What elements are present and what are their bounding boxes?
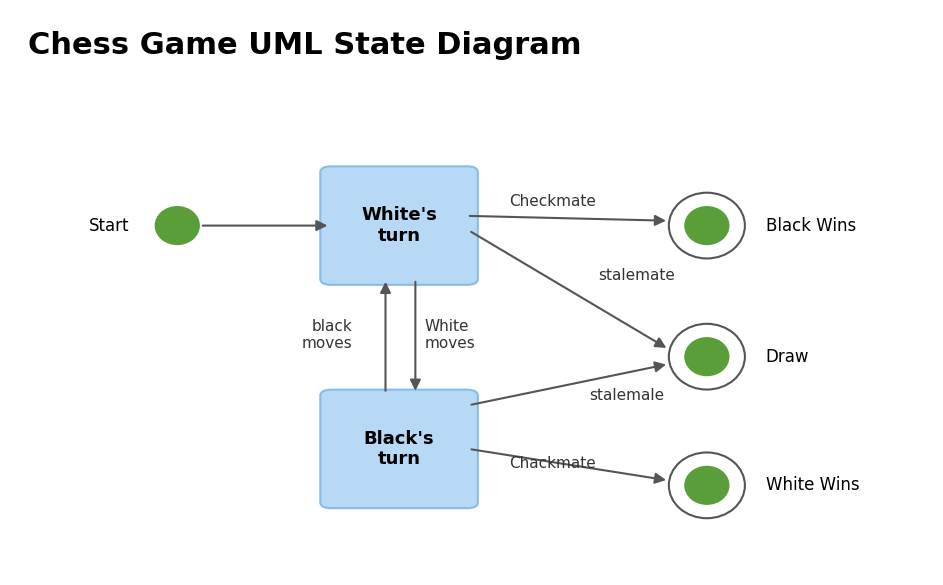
Text: White Wins: White Wins	[766, 476, 859, 494]
Text: black
moves: black moves	[301, 319, 352, 351]
Ellipse shape	[685, 206, 730, 245]
FancyBboxPatch shape	[321, 390, 478, 508]
Text: Checkmate: Checkmate	[509, 194, 596, 209]
Text: White
moves: White moves	[424, 319, 475, 351]
Text: Chess Game UML State Diagram: Chess Game UML State Diagram	[28, 32, 582, 60]
Ellipse shape	[669, 192, 745, 259]
Ellipse shape	[155, 206, 200, 245]
Ellipse shape	[685, 466, 730, 505]
Text: stalemale: stalemale	[589, 388, 664, 403]
FancyBboxPatch shape	[321, 166, 478, 285]
Text: Black Wins: Black Wins	[766, 216, 856, 235]
Text: Chackmate: Chackmate	[509, 456, 596, 471]
Text: Black's
turn: Black's turn	[364, 429, 435, 469]
Text: Start: Start	[90, 216, 129, 235]
Ellipse shape	[669, 324, 745, 390]
Ellipse shape	[685, 337, 730, 376]
Text: stalemate: stalemate	[598, 267, 675, 283]
Ellipse shape	[669, 452, 745, 518]
Text: Draw: Draw	[766, 347, 809, 366]
Text: White's
turn: White's turn	[361, 206, 437, 245]
